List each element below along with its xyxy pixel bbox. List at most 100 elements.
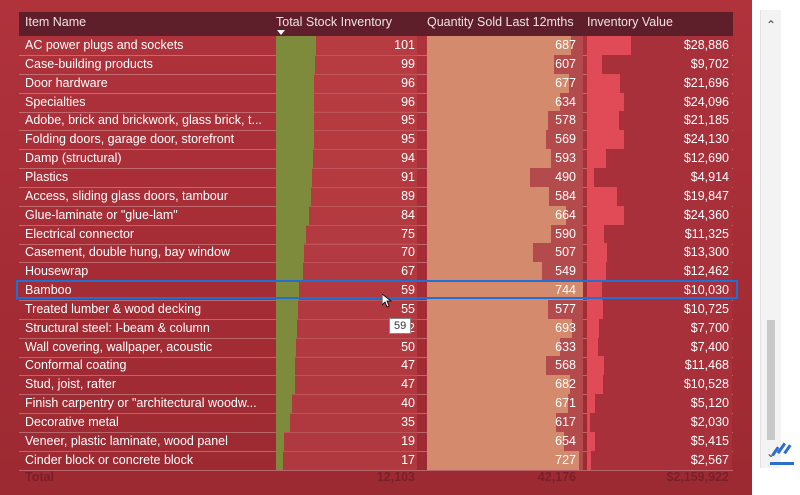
item-name-cell[interactable]: Housewrap [25,264,89,279]
stock-cell[interactable]: 50 [401,339,415,354]
quantity-sold-cell[interactable]: 569 [555,132,576,147]
inventory-value-cell[interactable]: $28,886 [683,38,729,52]
table-row[interactable]: Wall covering, wallpaper, acoustic 50 633 $… [19,337,733,358]
table-row[interactable]: Glue-laminate or "glue-lam" 84 664 $24,360 [19,205,733,226]
table-row[interactable]: Case-building products 99 607 $9,702 [19,54,733,75]
stock-cell[interactable]: 96 [401,94,415,109]
stock-cell[interactable]: 84 [401,207,415,222]
quantity-sold-cell[interactable]: 490 [555,169,576,184]
inventory-value-cell[interactable]: $11,325 [684,226,729,241]
table-row[interactable]: Structural steel: I-beam & column52693$7… [19,318,733,339]
inventory-value-cell[interactable]: $5,120 [690,396,729,411]
stock-cell[interactable]: 89 [401,188,415,203]
quantity-sold-cell[interactable]: 607 [555,56,576,71]
table-row[interactable]: Electrical connector 75 590 $11,325 [19,224,733,245]
stock-cell[interactable]: 67 [401,264,415,279]
item-name-cell[interactable]: Access, sliding glass doors, tambour [25,188,228,203]
quantity-sold-cell[interactable]: 727 [555,452,576,467]
quantity-sold-cell[interactable]: 664 [555,207,576,222]
table-row[interactable]: Specialties 96 634 $24,096 [19,92,733,113]
item-name-cell[interactable]: AC power plugs and sockets [25,38,184,52]
stock-cell[interactable]: 94 [401,151,415,166]
item-name-cell[interactable]: Glue-laminate or "glue-lam" [25,207,178,222]
stock-cell[interactable]: 47 [401,358,415,373]
table-row[interactable]: Veneer, plastic laminate, wood panel 19 65… [19,431,733,452]
inventory-value-cell[interactable]: $2,567 [690,452,729,467]
inventory-value-cell[interactable]: $9,702 [690,56,729,71]
stock-cell[interactable]: 101 [394,38,415,52]
item-name-cell[interactable]: Structural steel: I-beam & column [25,320,210,335]
item-name-cell[interactable]: Specialties [25,94,86,109]
inventory-value-cell[interactable]: $11,468 [684,358,729,373]
table-row[interactable]: Treated lumber & wood decking 55 577 $10,72… [19,299,733,320]
quantity-sold-cell[interactable]: 549 [555,264,576,279]
inventory-value-cell[interactable]: $24,096 [683,94,729,109]
item-name-cell[interactable]: Adobe, brick and brickwork, glass brick,… [25,113,262,128]
item-name-cell[interactable]: Conformal coating [25,358,127,373]
quantity-sold-cell[interactable]: 693 [555,320,576,335]
inventory-value-cell[interactable]: $24,130 [683,132,729,147]
item-name-cell[interactable]: Stud, joist, rafter [25,377,117,392]
item-name-cell[interactable]: Damp (structural) [25,151,122,166]
stock-cell[interactable]: 19 [401,433,415,448]
quantity-sold-cell[interactable]: 744 [555,283,576,298]
stock-cell[interactable]: 35 [401,415,415,429]
table-row[interactable]: Conformal coating 47 568 $11,468 [19,356,733,377]
inventory-value-cell[interactable]: $7,400 [690,339,729,354]
table-row[interactable]: Decorative metal 35 617 $2,030 [19,413,733,433]
item-name-cell[interactable]: Cinder block or concrete block [25,452,194,467]
quantity-sold-cell[interactable]: 568 [555,358,576,373]
inventory-value-cell[interactable]: $24,360 [683,207,729,222]
table-row[interactable]: Damp (structural) 94 593 $12,690 [19,149,733,170]
table-row[interactable]: Cinder block or concrete block 17 727 $2,56… [19,450,733,471]
inventory-value-cell[interactable]: $7,700 [690,320,729,335]
table-row[interactable]: Casement, double hung, bay window 70 507 $1… [19,243,733,264]
table-row[interactable]: Housewrap 67 549 $12,462 [19,262,733,283]
stock-cell[interactable]: 47 [401,377,415,392]
inventory-value-cell[interactable]: $12,462 [683,264,729,279]
table-row[interactable]: Stud, joist, rafter 47 682 $10,528 [19,375,733,396]
item-name-cell[interactable]: Decorative metal [25,415,119,429]
stock-cell[interactable]: 95 [401,113,415,128]
stock-cell[interactable]: 95 [401,132,415,147]
scrollbar-thumb[interactable] [767,320,775,440]
item-name-cell[interactable]: Plastics [25,169,69,184]
stock-cell[interactable]: 40 [401,396,415,411]
stock-cell[interactable]: 91 [401,169,415,184]
table-row[interactable]: Door hardware 96 677 $21,696 [19,73,733,94]
inventory-value-cell[interactable]: $12,690 [683,151,729,166]
stock-cell[interactable]: 75 [401,226,415,241]
sort-descending-icon[interactable] [277,30,285,35]
quantity-sold-cell[interactable]: 633 [555,339,576,354]
item-name-cell[interactable]: Wall covering, wallpaper, acoustic [25,339,213,354]
inventory-value-cell[interactable]: $10,528 [683,377,729,392]
table-row[interactable]: AC power plugs and sockets 101 687 $28,886 [19,36,733,56]
item-name-cell[interactable]: Door hardware [25,75,108,90]
column-header-total-stock[interactable]: Total Stock Inventory [276,15,393,29]
inventory-value-cell[interactable]: $5,415 [690,433,729,448]
column-header-quantity-sold[interactable]: Quantity Sold Last 12mths [427,15,574,29]
vertical-scrollbar[interactable]: ⌃ ⌄ [760,10,781,468]
stock-cell[interactable]: 17 [401,452,415,467]
item-name-cell[interactable]: Casement, double hung, bay window [25,245,230,260]
quantity-sold-cell[interactable]: 677 [555,75,576,90]
stock-cell[interactable]: 96 [401,75,415,90]
item-name-cell[interactable]: Electrical connector [25,226,135,241]
quantity-sold-cell[interactable]: 578 [555,113,576,128]
table-row[interactable]: Access, sliding glass doors, tambour 89 58… [19,186,733,207]
stock-cell[interactable]: 59 [401,283,415,298]
quantity-sold-cell[interactable]: 634 [555,94,576,109]
stock-cell[interactable]: 55 [401,301,415,316]
quantity-sold-cell[interactable]: 654 [555,433,576,448]
table-row[interactable]: Bamboo 59 744 $10,030 [19,281,733,302]
inventory-value-cell[interactable]: $2,030 [690,415,729,429]
item-name-cell[interactable]: Bamboo [25,283,72,298]
item-name-cell[interactable]: Treated lumber & wood decking [25,301,202,316]
quantity-sold-cell[interactable]: 590 [555,226,576,241]
quantity-sold-cell[interactable]: 682 [555,377,576,392]
table-row[interactable]: Finish carpentry or "architectural woodw… [19,394,733,415]
item-name-cell[interactable]: Case-building products [25,56,153,71]
inventory-value-cell[interactable]: $10,725 [683,301,729,316]
item-name-cell[interactable]: Veneer, plastic laminate, wood panel [25,433,228,448]
inventory-value-cell[interactable]: $21,185 [683,113,729,128]
